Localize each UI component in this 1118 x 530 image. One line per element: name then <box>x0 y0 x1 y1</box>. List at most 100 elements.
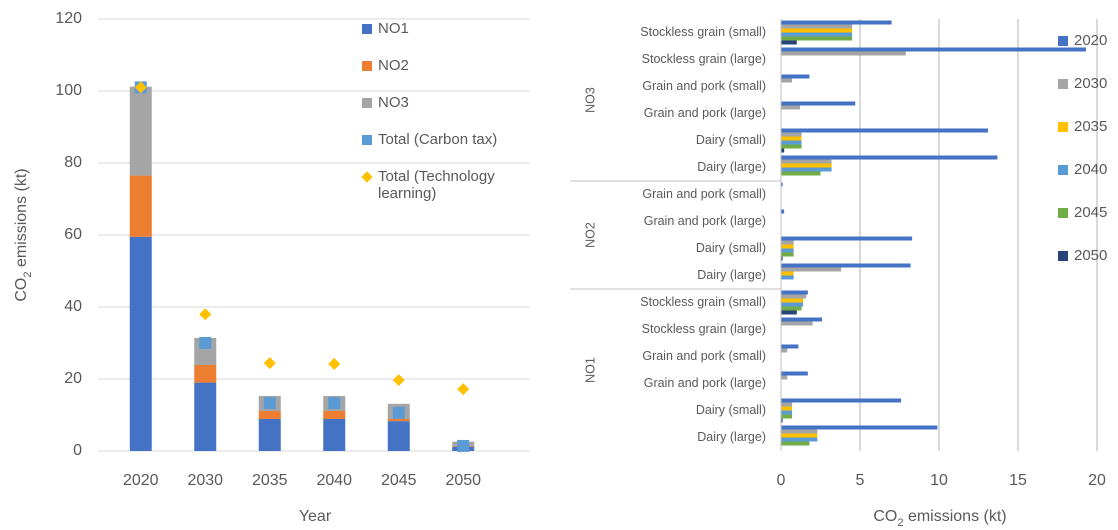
category-label: Dairy (small) <box>696 241 766 255</box>
bar <box>781 271 794 276</box>
bar <box>781 155 998 160</box>
bar <box>781 425 938 430</box>
axis-title-part: emissions (kt) <box>13 168 30 271</box>
bar <box>781 163 832 168</box>
group-label: NO3 <box>583 87 597 113</box>
legend-label: 2040 <box>1074 161 1108 178</box>
category-label: Stockless grain (small) <box>640 25 766 39</box>
bar <box>781 32 853 37</box>
legend-swatch <box>1058 122 1068 132</box>
bar <box>781 414 793 419</box>
bar <box>781 429 818 434</box>
bar <box>781 148 785 153</box>
category-label: Grain and pork (large) <box>644 376 766 390</box>
x-tick-label: 2045 <box>381 472 417 489</box>
x-tick-label: 20 <box>1088 472 1106 489</box>
bar <box>781 267 842 272</box>
bar <box>258 411 281 419</box>
legend-item: 2045 <box>1058 204 1118 221</box>
bar <box>781 418 783 423</box>
legend-item: NO1 <box>362 20 532 37</box>
legend-item: 2020 <box>1058 32 1118 49</box>
x-tick-label: 2030 <box>187 472 223 489</box>
bar <box>781 398 902 403</box>
bar <box>781 78 793 83</box>
x-tick-label: 10 <box>930 472 948 489</box>
axis-title-part: CO <box>13 278 30 302</box>
bar <box>781 167 832 172</box>
marker <box>328 357 341 370</box>
bar <box>781 40 797 45</box>
category-label: Grain and pork (large) <box>644 214 766 228</box>
bar <box>129 236 152 451</box>
y-tick-label: 120 <box>55 10 82 27</box>
bar <box>781 317 823 322</box>
x-tick-label: 2035 <box>252 472 288 489</box>
legend-label: NO1 <box>378 20 409 37</box>
legend-item: Total (Carbon tax) <box>362 131 532 148</box>
legend-swatch <box>1058 79 1068 89</box>
axis-title-part: 2 <box>22 272 34 278</box>
category-label: Grain and pork (large) <box>644 106 766 120</box>
legend: NO1 NO2 NO3 Total (Carbon tax) Total (Techno… <box>361 20 532 222</box>
bar <box>781 344 799 349</box>
y-tick-label: 40 <box>64 298 82 315</box>
category-label: Dairy (small) <box>696 403 766 417</box>
legend-item: Total (Technology learning) <box>361 168 532 202</box>
legend-swatch <box>362 24 372 34</box>
x-tick-label: 15 <box>1009 472 1027 489</box>
category-label: Stockless grain (large) <box>642 52 766 66</box>
bar <box>781 244 794 249</box>
legend-swatch <box>1058 36 1068 46</box>
bar <box>781 256 783 261</box>
bar <box>194 364 217 383</box>
bar <box>781 236 913 241</box>
bar <box>129 175 152 237</box>
legend-label: Total (Technology learning) <box>378 168 495 202</box>
bar <box>781 298 804 303</box>
bar <box>387 421 410 451</box>
x-tick-label: 5 <box>856 472 865 489</box>
bar <box>194 382 217 451</box>
bar <box>781 51 906 56</box>
bar <box>781 101 856 106</box>
bar <box>781 171 821 176</box>
bar <box>781 410 793 415</box>
bar <box>781 136 802 141</box>
category-label: Dairy (large) <box>697 430 766 444</box>
legend-label: 2035 <box>1074 118 1108 135</box>
marker <box>263 397 276 410</box>
category-label: Grain and pork (small) <box>642 79 766 93</box>
legend-item: 2035 <box>1058 118 1118 135</box>
legend-label: NO2 <box>378 57 409 74</box>
legend-swatch <box>362 98 372 108</box>
bar <box>781 321 813 326</box>
axis-title-part: 2 <box>897 517 903 529</box>
bar <box>781 144 802 149</box>
x-tick-label: 2020 <box>123 472 159 489</box>
y-tick-label: 0 <box>73 442 82 459</box>
bar <box>781 437 818 442</box>
y-tick-label: 60 <box>64 226 82 243</box>
category-label: Dairy (small) <box>696 133 766 147</box>
marker <box>199 337 212 349</box>
category-label: Stockless grain (large) <box>642 322 766 336</box>
legend-item: NO2 <box>362 57 532 74</box>
legend-swatch <box>362 61 372 71</box>
axis-title: CO2 emissions (kt) <box>873 508 1006 529</box>
bar <box>258 418 281 451</box>
axis-title-part: emissions (kt) <box>904 508 1007 525</box>
bar <box>781 24 853 29</box>
marker <box>457 439 470 452</box>
legend-label: NO3 <box>378 94 409 111</box>
y-tick-label: 20 <box>64 370 82 387</box>
category-label: Dairy (large) <box>697 268 766 282</box>
marker <box>199 308 212 321</box>
bar <box>781 159 832 164</box>
marker <box>134 81 147 94</box>
bar <box>781 128 988 133</box>
group-label: NO2 <box>583 222 597 248</box>
category-label: Grain and pork (small) <box>642 349 766 363</box>
